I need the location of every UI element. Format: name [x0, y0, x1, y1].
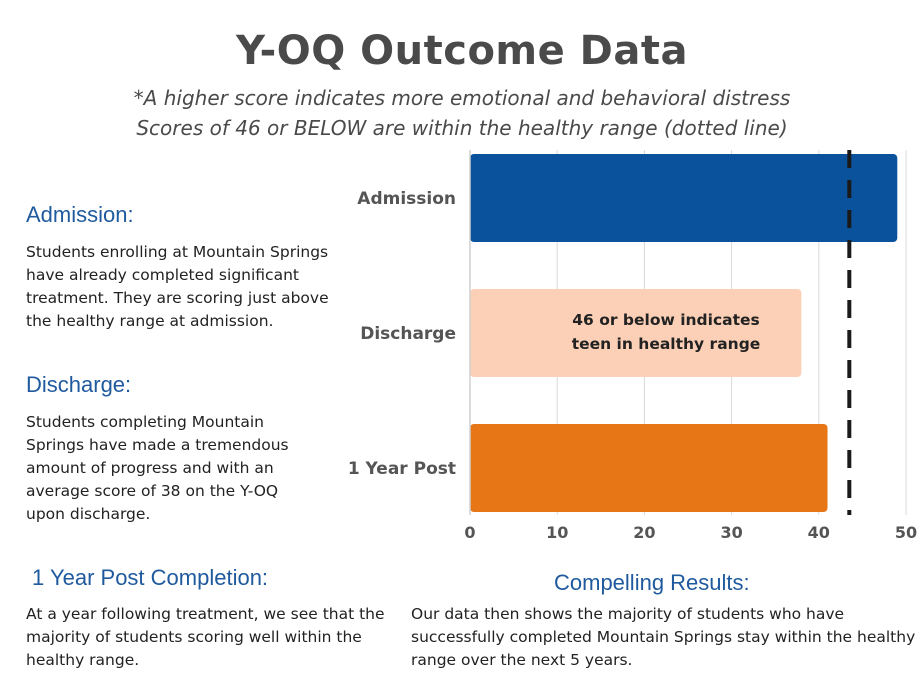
- page-title: Y-OQ Outcome Data: [236, 28, 688, 74]
- subtitle-distress-note: *A higher score indicates more emotional…: [133, 86, 791, 110]
- bar-chart: Admission Discharge 1 Year Post 0 10 20 30 40 50: [348, 150, 917, 542]
- category-label-discharge: Discharge: [360, 324, 456, 344]
- discharge-text: Students completing Mountain Springs hav…: [26, 413, 289, 523]
- bar-admission: [470, 154, 898, 242]
- category-label-1-year-post: 1 Year Post: [348, 459, 456, 479]
- annotation-line-1: 46 or below indicates: [572, 311, 760, 329]
- healthy-range-annotation: 46 or below indicates teen in healthy ra…: [470, 308, 862, 356]
- x-tick-label-50: 50: [895, 523, 917, 542]
- x-tick-label-0: 0: [464, 523, 475, 542]
- x-tick-label-40: 40: [808, 523, 830, 542]
- subtitle-healthy-range-note: Scores of 46 or BELOW are within the hea…: [136, 116, 788, 140]
- admission-heading: Admission:: [26, 202, 134, 227]
- admission-text: Students enrolling at Mountain Springs h…: [26, 243, 329, 330]
- one-year-text: At a year following treatment, we see th…: [26, 605, 385, 669]
- discharge-heading: Discharge:: [26, 372, 132, 397]
- annotation-line-2: teen in healthy range: [571, 335, 761, 353]
- category-label-admission: Admission: [357, 189, 456, 209]
- results-text: Our data then shows the majority of stud…: [411, 605, 916, 669]
- x-tick-label-30: 30: [720, 523, 742, 542]
- x-tick-label-20: 20: [633, 523, 655, 542]
- bar-1-year-post: [470, 424, 828, 512]
- results-heading: Compelling Results:: [554, 570, 750, 595]
- x-tick-label-10: 10: [546, 523, 568, 542]
- one-year-heading: 1 Year Post Completion:: [32, 565, 269, 590]
- bar-discharge: [470, 289, 802, 377]
